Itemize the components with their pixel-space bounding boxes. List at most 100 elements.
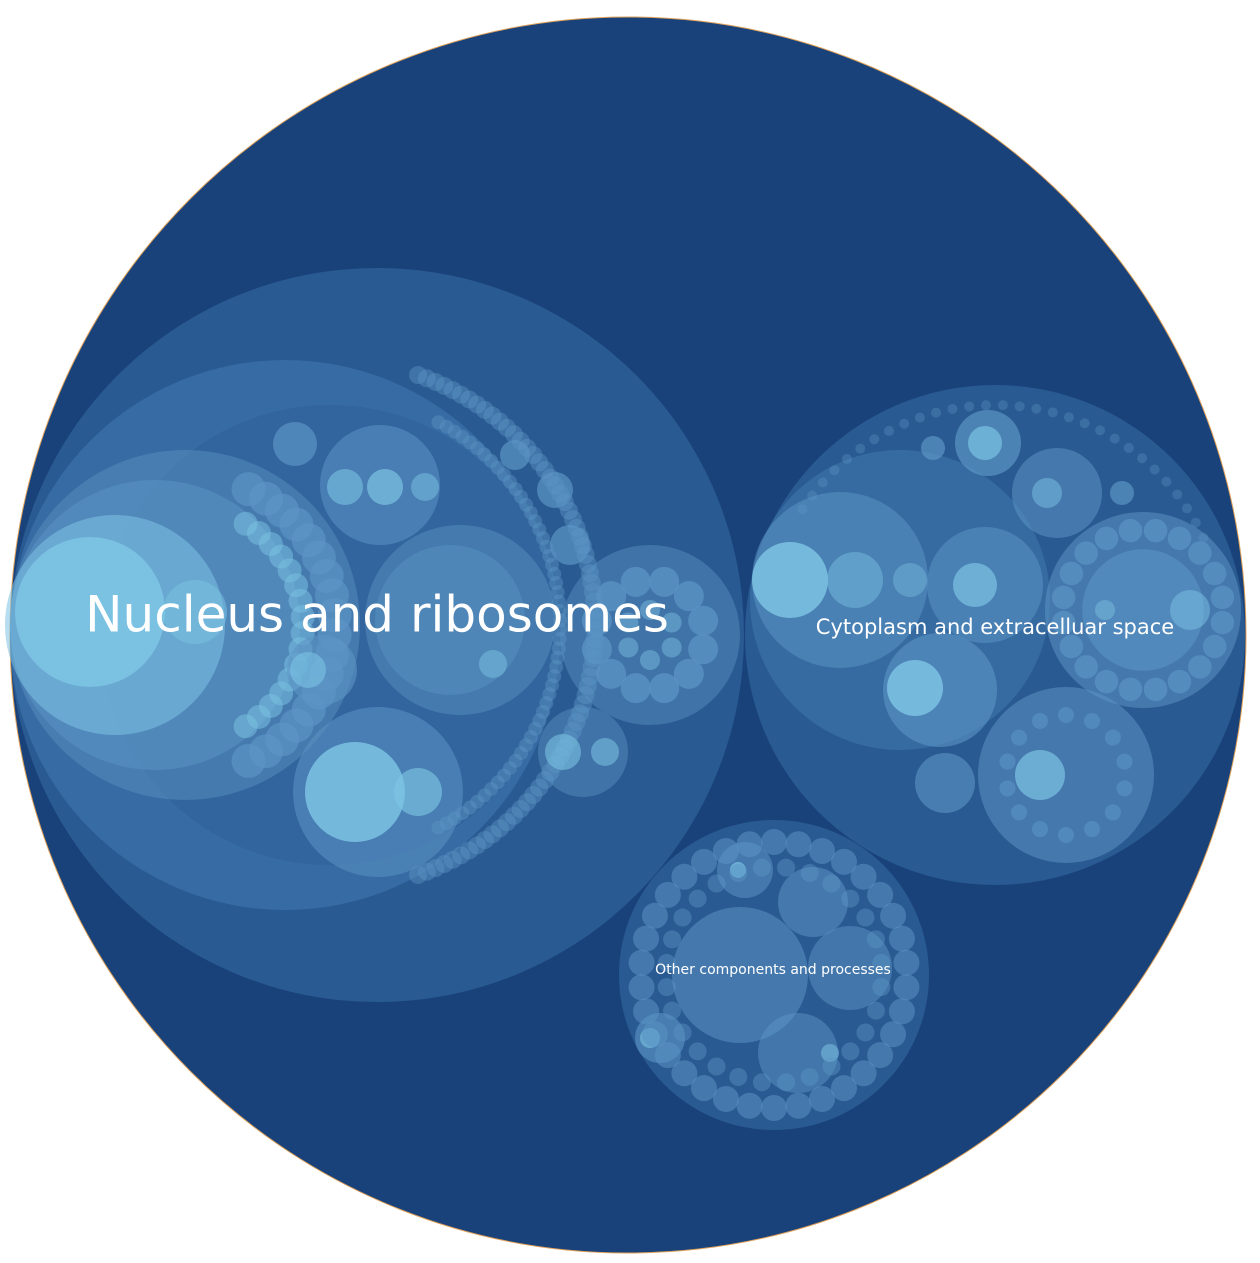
leaf-bubble[interactable] — [552, 622, 567, 637]
leaf-bubble[interactable] — [573, 695, 592, 714]
leaf-bubble[interactable] — [736, 831, 763, 858]
leaf-bubble[interactable] — [511, 800, 530, 819]
leaf-bubble[interactable] — [628, 949, 655, 976]
leaf-bubble[interactable] — [528, 721, 543, 736]
leaf-bubble[interactable] — [690, 848, 717, 875]
leaf-bubble[interactable] — [523, 730, 538, 745]
leaf-bubble[interactable] — [827, 552, 883, 608]
leaf-bubble[interactable] — [1188, 655, 1212, 679]
leaf-bubble[interactable] — [1074, 655, 1098, 679]
leaf-bubble[interactable] — [567, 713, 586, 732]
cluster-bubble[interactable] — [758, 1013, 838, 1093]
leaf-bubble[interactable] — [477, 788, 492, 803]
leaf-bubble[interactable] — [1104, 729, 1121, 746]
leaf-bubble[interactable] — [729, 1067, 748, 1086]
leaf-bubble[interactable] — [872, 978, 891, 997]
cluster-bubble[interactable] — [537, 472, 573, 508]
leaf-bubble[interactable] — [549, 576, 564, 591]
leaf-bubble[interactable] — [866, 930, 885, 949]
leaf-bubble[interactable] — [785, 831, 812, 858]
leaf-bubble[interactable] — [999, 753, 1016, 770]
leaf-bubble[interactable] — [552, 632, 567, 647]
leaf-bubble[interactable] — [752, 858, 771, 877]
leaf-bubble[interactable] — [712, 1086, 739, 1113]
leaf-bubble[interactable] — [479, 650, 507, 678]
leaf-bubble[interactable] — [893, 563, 927, 597]
leaf-bubble[interactable] — [484, 453, 499, 468]
leaf-bubble[interactable] — [1031, 403, 1042, 414]
leaf-bubble[interactable] — [1116, 753, 1133, 770]
leaf-bubble[interactable] — [551, 641, 566, 656]
leaf-bubble[interactable] — [1202, 634, 1227, 659]
leaf-bubble[interactable] — [640, 600, 660, 620]
leaf-bubble[interactable] — [1210, 585, 1235, 610]
leaf-bubble[interactable] — [673, 1023, 692, 1042]
leaf-bubble[interactable] — [761, 1095, 787, 1121]
leaf-bubble[interactable] — [514, 746, 529, 761]
leaf-bubble[interactable] — [1202, 561, 1227, 586]
leaf-bubble[interactable] — [1047, 407, 1058, 418]
cluster-bubble[interactable] — [550, 525, 590, 565]
leaf-bubble[interactable] — [729, 864, 748, 883]
leaf-bubble[interactable] — [1094, 669, 1119, 694]
leaf-bubble[interactable] — [1190, 517, 1201, 528]
leaf-bubble[interactable] — [431, 415, 446, 430]
leaf-bubble[interactable] — [519, 497, 534, 512]
leaf-bubble[interactable] — [417, 862, 436, 881]
leaf-bubble[interactable] — [688, 1042, 707, 1061]
leaf-bubble[interactable] — [560, 501, 579, 520]
leaf-bubble[interactable] — [661, 612, 682, 633]
leaf-bubble[interactable] — [893, 949, 920, 976]
leaf-bubble[interactable] — [544, 678, 559, 693]
leaf-bubble[interactable] — [856, 908, 875, 927]
leaf-bubble[interactable] — [841, 1042, 860, 1061]
leaf-bubble[interactable] — [1161, 476, 1172, 487]
leaf-bubble[interactable] — [462, 435, 477, 450]
leaf-bubble[interactable] — [1123, 442, 1134, 453]
leaf-bubble[interactable] — [530, 778, 549, 797]
leaf-bubble[interactable] — [504, 425, 523, 444]
leaf-bubble[interactable] — [539, 696, 554, 711]
leaf-bubble[interactable] — [1210, 610, 1235, 635]
highlight-bubble[interactable] — [305, 742, 405, 842]
leaf-bubble[interactable] — [532, 713, 547, 728]
leaf-bubble[interactable] — [999, 780, 1016, 797]
leaf-bubble[interactable] — [490, 460, 505, 475]
highlight-bubble[interactable] — [887, 660, 943, 716]
leaf-bubble[interactable] — [581, 605, 612, 636]
leaf-bubble[interactable] — [841, 889, 860, 908]
leaf-bubble[interactable] — [552, 613, 567, 628]
leaf-bubble[interactable] — [498, 418, 517, 437]
leaf-bubble[interactable] — [850, 863, 877, 890]
cluster-bubble[interactable] — [273, 422, 317, 466]
leaf-bubble[interactable] — [547, 669, 562, 684]
leaf-bubble[interactable] — [855, 443, 866, 454]
leaf-bubble[interactable] — [490, 775, 505, 790]
leaf-bubble[interactable] — [822, 874, 841, 893]
leaf-bubble[interactable] — [231, 743, 266, 778]
leaf-bubble[interactable] — [490, 412, 509, 431]
group-other-components-and-processes[interactable] — [619, 820, 929, 1130]
leaf-bubble[interactable] — [1110, 481, 1134, 505]
leaf-bubble[interactable] — [633, 925, 660, 952]
leaf-bubble[interactable] — [596, 581, 627, 612]
leaf-bubble[interactable] — [1095, 600, 1115, 620]
leaf-bubble[interactable] — [504, 806, 523, 825]
leaf-bubble[interactable] — [596, 658, 627, 689]
leaf-bubble[interactable] — [893, 974, 920, 1001]
leaf-bubble[interactable] — [761, 829, 787, 855]
leaf-bubble[interactable] — [462, 800, 477, 815]
leaf-bubble[interactable] — [411, 473, 439, 501]
leaf-bubble[interactable] — [671, 863, 698, 890]
leaf-bubble[interactable] — [688, 889, 707, 908]
leaf-bubble[interactable] — [1014, 401, 1025, 412]
cluster-bubble[interactable] — [538, 707, 628, 797]
leaf-bubble[interactable] — [673, 581, 704, 612]
leaf-bubble[interactable] — [535, 771, 554, 790]
leaf-bubble[interactable] — [1094, 526, 1119, 551]
leaf-bubble[interactable] — [980, 400, 991, 411]
leaf-bubble[interactable] — [578, 676, 597, 695]
leaf-bubble[interactable] — [426, 859, 445, 878]
leaf-bubble[interactable] — [1031, 712, 1048, 729]
leaf-bubble[interactable] — [447, 424, 462, 439]
